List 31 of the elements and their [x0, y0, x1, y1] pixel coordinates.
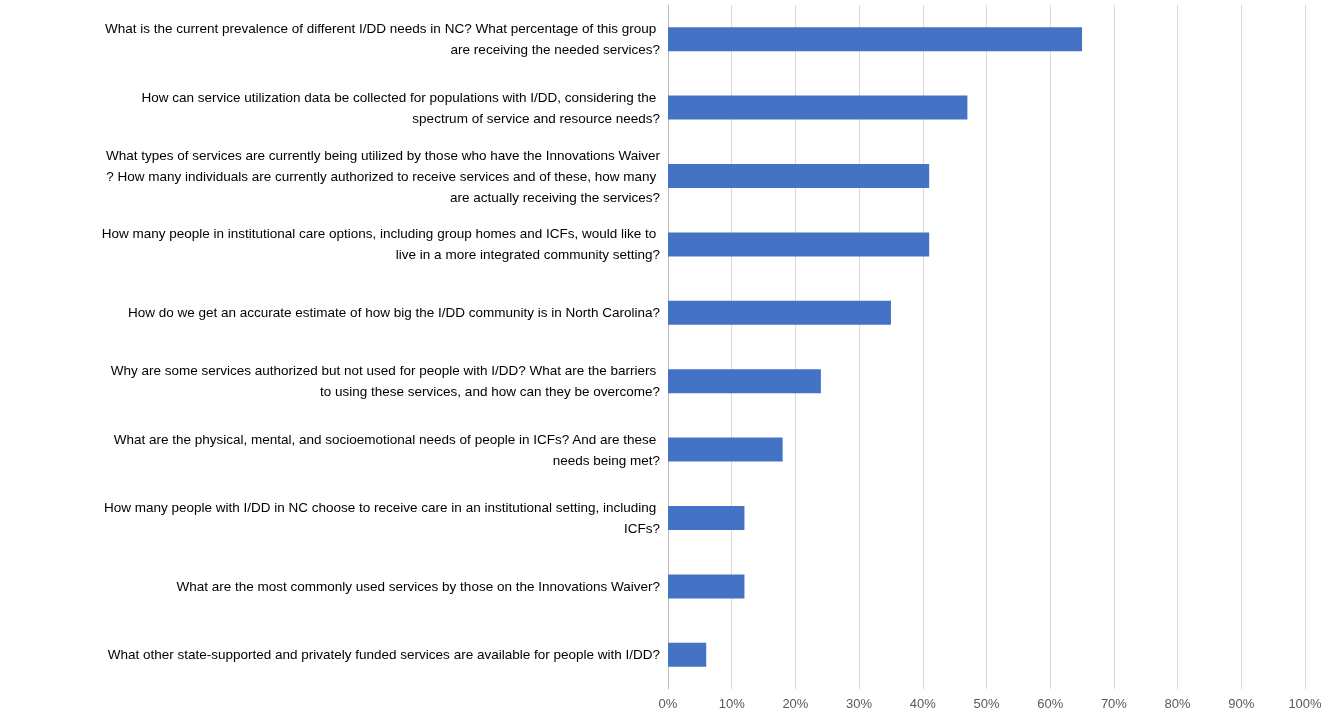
y-tick-label: How many people with I/DD in NC choose to receive care in an institutional setting, including ICFs? [103, 500, 660, 536]
y-tick-label: What other state-supported and privately funded services are available for people with I/DD? [107, 647, 660, 663]
bar [668, 95, 968, 120]
bar [668, 369, 821, 394]
bar [668, 437, 783, 462]
x-tick-label: 100% [1288, 696, 1323, 711]
bar [668, 642, 707, 667]
x-tick-label: 20% [782, 696, 809, 711]
x-tick-label: 60% [1037, 696, 1064, 711]
bar [668, 300, 891, 325]
y-tick-label: What are the most commonly used services by those on the Innovations Waiver? [176, 578, 660, 594]
y-tick-label: How many people in institutional care options, including group homes and ICFs, would like to live in a more integrated community setting? [101, 226, 660, 263]
x-tick-label: 80% [1164, 696, 1192, 711]
x-tick-label: 10% [718, 696, 746, 711]
y-tick-label: What is the current prevalence of different I/DD needs in NC? What percentage of this group are receiving the needed services? [104, 21, 660, 58]
bar [668, 574, 745, 599]
x-tick-label: 50% [973, 696, 1000, 711]
bar [668, 27, 1083, 52]
bar [668, 232, 930, 257]
x-tick-label: 70% [1100, 696, 1128, 711]
x-tick-label: 90% [1228, 696, 1255, 711]
bar [668, 164, 930, 188]
bar [668, 506, 745, 530]
y-tick-label: How do we get an accurate estimate of how big the I/DD community is in North Carolina? [128, 305, 660, 321]
x-tick-label: 30% [846, 696, 873, 711]
x-tick-label: 0% [658, 696, 678, 711]
x-tick-label: 40% [909, 696, 937, 711]
y-tick-label: What types of services are currently being utilized by those who have the Innovations Waiver? How many individuals are currently authorized to receive services and of these, how many are actually receiving the services? [105, 147, 661, 205]
y-tick-label: What are the physical, mental, and socioemotional needs of people in ICFs? And are these needs being met? [113, 431, 660, 468]
y-tick-label: Why are some services authorized but not used for people with I/DD? What are the barriers to using these services, and how can they be overcome? [110, 363, 660, 400]
y-tick-label: How can service utilization data be collected for populations with I/DD, considering the spectrum of service and resource needs? [141, 89, 660, 126]
